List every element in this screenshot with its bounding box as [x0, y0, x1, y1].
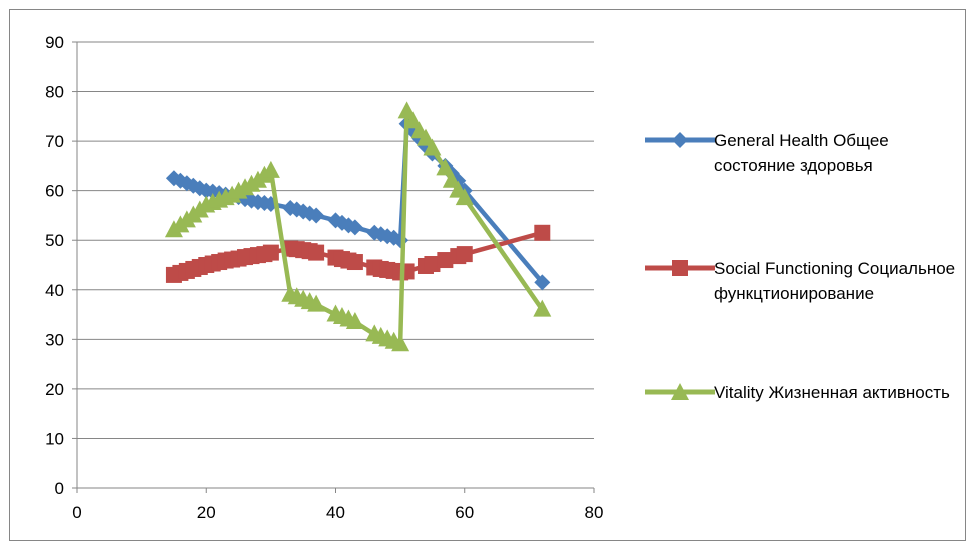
y-tick-label: 80 [45, 83, 64, 102]
legend-swatch-diamond [645, 132, 715, 148]
y-tick-label: 10 [45, 429, 64, 448]
legend-label-vitality: Vitality Жизненная активность [714, 383, 950, 402]
x-tick-label: 0 [72, 503, 81, 522]
data-point-square [534, 224, 551, 241]
data-point-triangle [533, 299, 552, 317]
data-point-triangle [423, 138, 442, 156]
data-point-square [424, 256, 441, 273]
legend-swatch-triangle [645, 383, 715, 400]
y-tick-label: 60 [45, 182, 64, 201]
legend-swatch-square [645, 260, 715, 276]
data-point-triangle [404, 111, 423, 129]
data-point-triangle [391, 334, 410, 352]
data-point-triangle [442, 170, 461, 188]
y-tick-label: 70 [45, 132, 64, 151]
data-point-triangle [345, 311, 364, 329]
y-tick-label: 0 [55, 479, 64, 498]
data-point-diamond [534, 274, 551, 291]
x-tick-label: 20 [197, 503, 216, 522]
data-point-triangle [397, 101, 416, 119]
y-tick-label: 50 [45, 231, 64, 250]
x-tick-label: 60 [455, 503, 474, 522]
data-point-triangle [261, 160, 280, 178]
data-point-triangle [416, 128, 435, 146]
legend-label-social-functioning: Social Functioning Социальное функцтиони… [714, 259, 956, 303]
data-point-diamond [346, 219, 363, 236]
y-tick-label: 90 [45, 33, 64, 52]
data-point-square [262, 244, 279, 261]
data-point-square [456, 246, 473, 263]
data-point-square [346, 254, 363, 271]
data-point-square [308, 244, 325, 261]
data-point-triangle [455, 188, 474, 206]
legend-label-general-health: General Health Общее состояние здоровья [714, 131, 889, 175]
data-point-square [437, 252, 454, 269]
y-tick-label: 20 [45, 380, 64, 399]
data-point-diamond [308, 207, 325, 224]
y-tick-label: 40 [45, 281, 64, 300]
data-point-triangle [436, 158, 455, 176]
x-tick-label: 80 [585, 503, 604, 522]
y-tick-label: 30 [45, 330, 64, 349]
x-tick-label: 40 [326, 503, 345, 522]
data-point-triangle [307, 294, 326, 312]
